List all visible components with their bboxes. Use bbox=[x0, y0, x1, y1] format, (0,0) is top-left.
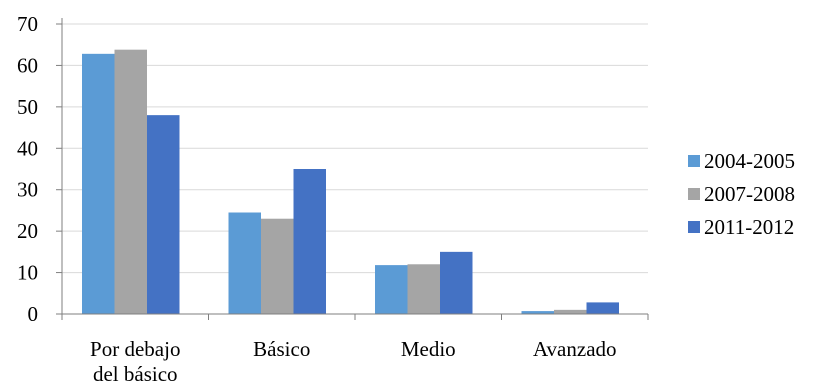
category-label: Básico bbox=[253, 337, 310, 361]
bars bbox=[82, 49, 619, 315]
bar-2007-2008-0 bbox=[114, 49, 147, 314]
bar-2007-2008-3 bbox=[554, 309, 587, 314]
legend-label: 2007-2008 bbox=[704, 182, 795, 206]
category-label: del básico bbox=[93, 362, 178, 385]
category-label: Por debajo bbox=[90, 337, 180, 361]
bar-2011-2012-2 bbox=[440, 251, 473, 314]
legend-swatch-2004-2005 bbox=[688, 155, 700, 167]
y-tick-label: 10 bbox=[17, 261, 38, 285]
bar-2004-2005-3 bbox=[521, 311, 554, 314]
y-tick-label: 20 bbox=[17, 219, 38, 243]
y-tick-label: 50 bbox=[17, 95, 38, 119]
bar-2007-2008-1 bbox=[261, 218, 294, 314]
bar-2004-2005-2 bbox=[375, 265, 408, 314]
category-label: Medio bbox=[401, 337, 456, 361]
legend-swatch-2007-2008 bbox=[688, 188, 700, 200]
category-label: Avanzado bbox=[533, 337, 617, 361]
bar-2004-2005-0 bbox=[82, 53, 115, 314]
bar-2011-2012-1 bbox=[293, 169, 326, 314]
bar-2011-2012-0 bbox=[147, 115, 180, 315]
y-tick-label: 70 bbox=[17, 12, 38, 36]
legend-swatch-2011-2012 bbox=[688, 221, 700, 233]
bar-2011-2012-3 bbox=[586, 302, 619, 314]
y-tick-label: 0 bbox=[28, 302, 39, 326]
bar-2004-2005-1 bbox=[228, 212, 261, 314]
legend-label: 2011-2012 bbox=[704, 215, 794, 239]
y-tick-label: 40 bbox=[17, 136, 38, 160]
axes bbox=[56, 18, 649, 320]
y-tick-label: 30 bbox=[17, 178, 38, 202]
legend-label: 2004-2005 bbox=[704, 149, 795, 173]
y-tick-label: 60 bbox=[17, 53, 38, 77]
y-tick-labels: 0 10 20 30 40 50 60 70 bbox=[17, 12, 38, 326]
legend: 2004-2005 2007-2008 2011-2012 bbox=[688, 149, 795, 239]
bar-2007-2008-2 bbox=[407, 264, 440, 314]
